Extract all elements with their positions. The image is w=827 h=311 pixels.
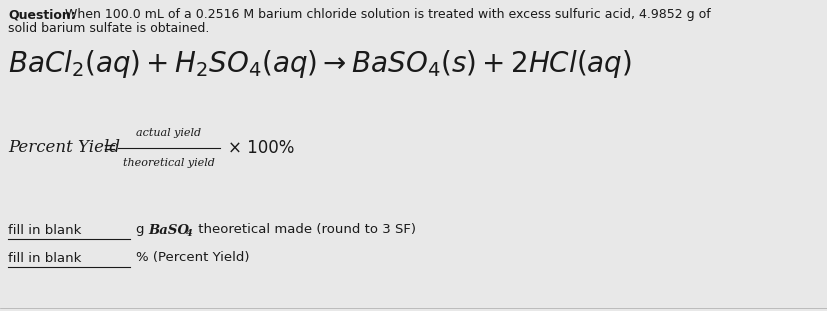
Text: actual yield: actual yield <box>136 128 201 138</box>
Text: $BaCl_2(aq) + H_2SO_4(aq) \rightarrow BaSO_4(s) + 2HCl(aq)$: $BaCl_2(aq) + H_2SO_4(aq) \rightarrow Ba… <box>8 48 631 80</box>
Text: × 100%: × 100% <box>227 139 294 157</box>
Text: theoretical made (round to 3 SF): theoretical made (round to 3 SF) <box>194 224 415 236</box>
Text: theoretical yield: theoretical yield <box>123 158 215 168</box>
Text: Percent Yield: Percent Yield <box>8 140 120 156</box>
Text: g: g <box>136 224 149 236</box>
Text: Question:: Question: <box>8 8 75 21</box>
Text: BaSO: BaSO <box>148 224 189 236</box>
Text: % (Percent Yield): % (Percent Yield) <box>136 252 249 264</box>
Text: fill in blank: fill in blank <box>8 252 81 264</box>
Text: When 100.0 mL of a 0.2516 M barium chloride solution is treated with excess sulf: When 100.0 mL of a 0.2516 M barium chlor… <box>61 8 710 21</box>
Text: solid barium sulfate is obtained.: solid barium sulfate is obtained. <box>8 22 209 35</box>
Text: =: = <box>102 139 116 157</box>
Text: fill in blank: fill in blank <box>8 224 81 236</box>
Text: 4: 4 <box>186 230 193 239</box>
